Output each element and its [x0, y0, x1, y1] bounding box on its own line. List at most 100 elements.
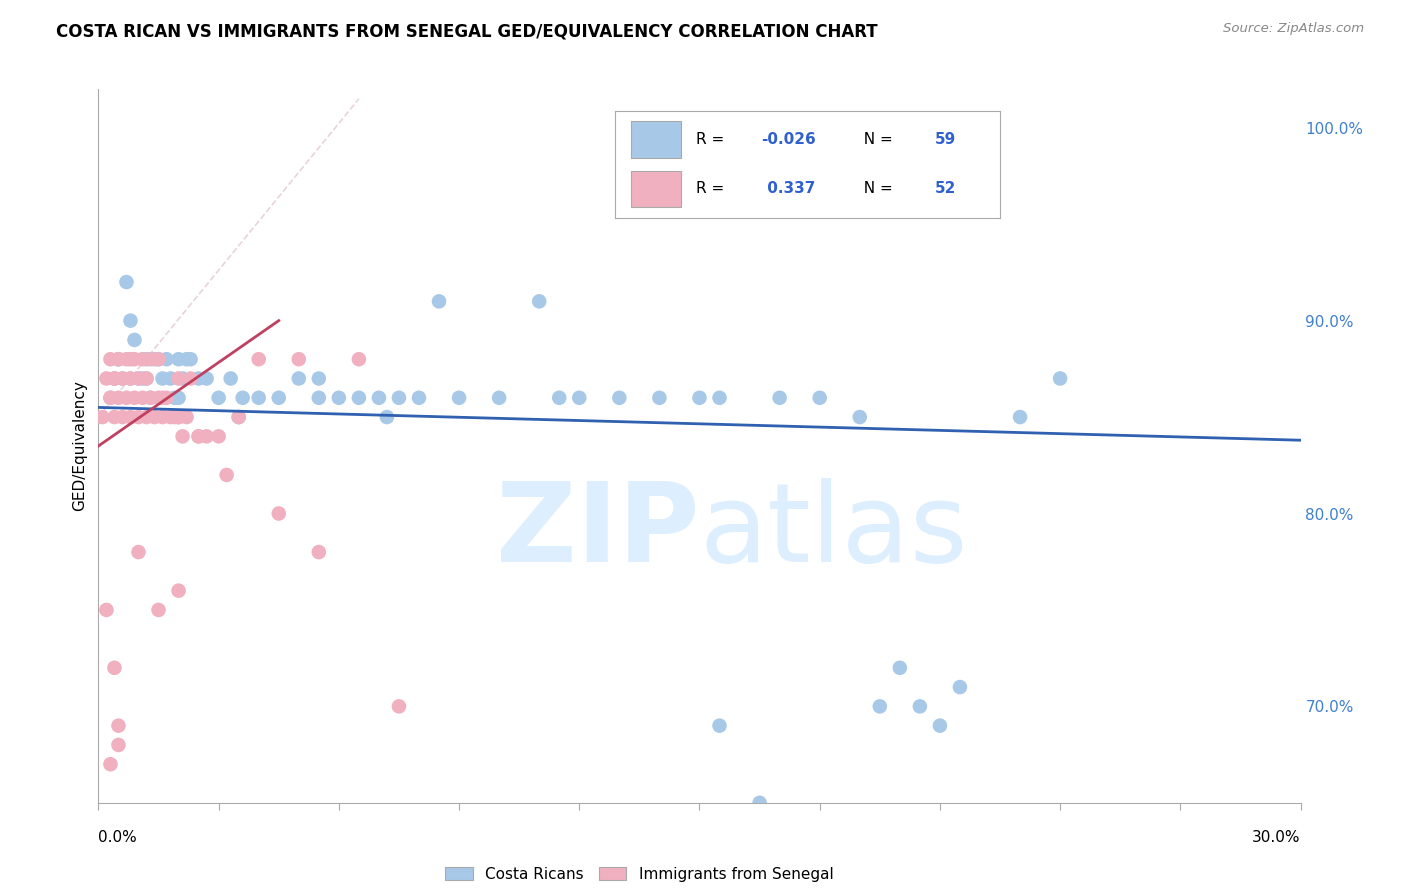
Point	[111, 371, 134, 385]
Point	[120, 371, 142, 385]
Point	[107, 738, 129, 752]
Point	[128, 410, 150, 425]
Point	[247, 352, 270, 367]
Point	[328, 391, 350, 405]
Text: ZIP: ZIP	[496, 478, 700, 585]
Point	[288, 371, 311, 385]
Point	[131, 371, 153, 385]
Point	[111, 410, 134, 425]
Point	[120, 371, 142, 385]
Point	[152, 371, 174, 385]
Point	[128, 545, 150, 559]
Point	[548, 391, 571, 405]
Point	[347, 391, 370, 405]
Point	[91, 410, 114, 425]
Point	[103, 661, 125, 675]
Point	[115, 391, 138, 405]
Point	[427, 294, 450, 309]
Text: atlas: atlas	[700, 478, 967, 585]
Point	[709, 719, 731, 733]
Point	[124, 391, 146, 405]
Point	[529, 294, 551, 309]
Point	[131, 352, 153, 367]
Point	[124, 333, 146, 347]
Point	[908, 699, 931, 714]
Point	[308, 391, 330, 405]
Point	[172, 371, 194, 385]
Point	[929, 719, 952, 733]
Point	[159, 410, 181, 425]
Text: N =: N =	[853, 181, 897, 196]
Point	[135, 410, 157, 425]
Point	[152, 391, 174, 405]
Point	[107, 352, 129, 367]
Point	[308, 545, 330, 559]
Point	[120, 410, 142, 425]
Point	[388, 391, 411, 405]
Point	[100, 352, 122, 367]
Point	[247, 391, 270, 405]
Point	[232, 391, 254, 405]
Point	[163, 410, 186, 425]
Point	[167, 391, 190, 405]
Point	[139, 391, 162, 405]
Point	[107, 391, 129, 405]
Point	[143, 352, 166, 367]
Point	[308, 371, 330, 385]
Legend: Costa Ricans, Immigrants from Senegal: Costa Ricans, Immigrants from Senegal	[439, 861, 839, 888]
Point	[120, 313, 142, 327]
Point	[167, 583, 190, 598]
Point	[100, 391, 122, 405]
Point	[167, 352, 190, 367]
Point	[568, 391, 591, 405]
Point	[107, 352, 129, 367]
Point	[172, 429, 194, 443]
Point	[748, 796, 770, 810]
Point	[689, 391, 711, 405]
Point	[388, 699, 411, 714]
Text: 30.0%: 30.0%	[1253, 830, 1301, 845]
Point	[215, 467, 238, 482]
Text: Source: ZipAtlas.com: Source: ZipAtlas.com	[1223, 22, 1364, 36]
Point	[103, 371, 125, 385]
Point	[107, 719, 129, 733]
Point	[375, 410, 398, 425]
Point	[107, 352, 129, 367]
Point	[96, 603, 118, 617]
Point	[111, 371, 134, 385]
Point	[115, 275, 138, 289]
Point	[208, 391, 231, 405]
Point	[128, 371, 150, 385]
Point	[949, 680, 972, 694]
Text: 59: 59	[935, 132, 956, 147]
Point	[167, 410, 190, 425]
Point	[128, 371, 150, 385]
Point	[195, 371, 218, 385]
Point	[808, 391, 831, 405]
Point	[176, 352, 198, 367]
Point	[100, 391, 122, 405]
Point	[869, 699, 891, 714]
Point	[135, 352, 157, 367]
Point	[1049, 371, 1071, 385]
Point	[1010, 410, 1032, 425]
Point	[368, 391, 391, 405]
Point	[139, 352, 162, 367]
Point	[267, 507, 290, 521]
Y-axis label: GED/Equivalency: GED/Equivalency	[72, 381, 87, 511]
Point	[139, 391, 162, 405]
Point	[163, 391, 186, 405]
Text: 0.337: 0.337	[762, 181, 815, 196]
Text: COSTA RICAN VS IMMIGRANTS FROM SENEGAL GED/EQUIVALENCY CORRELATION CHART: COSTA RICAN VS IMMIGRANTS FROM SENEGAL G…	[56, 22, 877, 40]
Point	[176, 410, 198, 425]
Point	[135, 371, 157, 385]
Point	[159, 371, 181, 385]
Point	[609, 391, 631, 405]
Point	[152, 410, 174, 425]
Point	[115, 352, 138, 367]
Point	[180, 352, 202, 367]
Point	[148, 352, 170, 367]
Text: 52: 52	[935, 181, 956, 196]
Point	[180, 371, 202, 385]
Text: R =: R =	[696, 132, 730, 147]
